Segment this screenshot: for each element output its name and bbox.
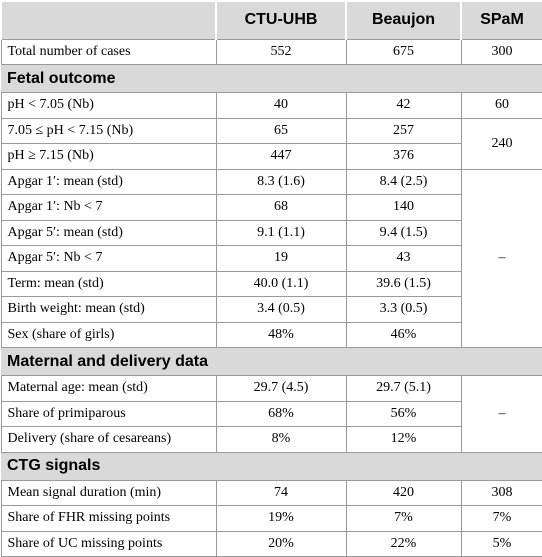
data-row: Apgar 5′: mean (std) 9.1 (1.1) 9.4 (1.5) xyxy=(0,219,542,246)
header-row: CTU-UHB Beaujon SPaM xyxy=(0,0,542,40)
row-label: pH < 7.05 (Nb) xyxy=(0,92,217,119)
data-row: Share of UC missing points 20% 22% 5% xyxy=(0,530,542,557)
cell-value: 7% xyxy=(345,505,462,532)
column-header: CTU-UHB xyxy=(215,0,347,40)
cell-value: – xyxy=(460,168,542,348)
data-row: Sex (share of girls) 48% 46% xyxy=(0,321,542,348)
cell-value: 675 xyxy=(345,38,462,65)
section-title: Maternal and delivery data xyxy=(1,347,542,376)
cell-value: 9.1 (1.1) xyxy=(215,219,347,246)
row-label: Apgar 1′: Nb < 7 xyxy=(0,194,217,221)
cell-value: 19% xyxy=(215,505,347,532)
cell-value: 9.4 (1.5) xyxy=(345,219,462,246)
data-row: Apgar 1′: mean (std) 8.3 (1.6) 8.4 (2.5) – xyxy=(0,168,542,348)
cell-value: 376 xyxy=(345,143,462,170)
cell-value: 68% xyxy=(215,400,347,427)
row-label: 7.05 ≤ pH < 7.15 (Nb) xyxy=(0,117,217,144)
data-row: Total number of cases 552 675 300 xyxy=(0,38,542,65)
row-label: Apgar 5′: mean (std) xyxy=(0,219,217,246)
cell-value: 300 xyxy=(460,38,542,65)
row-label: Sex (share of girls) xyxy=(0,321,217,348)
cell-value: 257 xyxy=(345,117,462,144)
cell-value: 48% xyxy=(215,321,347,348)
data-row: Mean signal duration (min) 74 420 308 xyxy=(0,479,542,506)
cell-value: 22% xyxy=(345,530,462,557)
cell-value: 3.3 (0.5) xyxy=(345,296,462,323)
cell-value: 43 xyxy=(345,245,462,272)
cell-value: 42 xyxy=(345,92,462,119)
cell-value: 40.0 (1.1) xyxy=(215,270,347,297)
data-row: Term: mean (std) 40.0 (1.1) 39.6 (1.5) xyxy=(0,270,542,297)
section-title: Fetal outcome xyxy=(1,64,542,93)
data-row: pH ≥ 7.15 (Nb) 447 376 xyxy=(0,143,542,170)
table-body: Total number of cases 552 675 300 Fetal outc… xyxy=(0,38,542,557)
cell-value: 140 xyxy=(345,194,462,221)
section-row: Fetal outcome xyxy=(1,64,542,93)
row-label: Share of primiparous xyxy=(0,400,217,427)
cell-value: 8.4 (2.5) xyxy=(345,168,462,195)
cell-value: – xyxy=(460,375,542,453)
row-label: Apgar 1′: mean (std) xyxy=(0,168,217,195)
data-row: Apgar 1′: Nb < 7 68 140 xyxy=(0,194,542,221)
column-header: Beaujon xyxy=(345,0,462,40)
data-row: Maternal age: mean (std) 29.7 (4.5) 29.7 (… xyxy=(0,375,542,453)
cell-value: 420 xyxy=(345,479,462,506)
cell-value: 8.3 (1.6) xyxy=(215,168,347,195)
cell-value: 552 xyxy=(215,38,347,65)
table-header: CTU-UHB Beaujon SPaM xyxy=(0,0,542,40)
cell-value: 308 xyxy=(460,479,542,506)
row-label: Share of FHR missing points xyxy=(0,505,217,532)
row-label: Birth weight: mean (std) xyxy=(0,296,217,323)
cell-value: 8% xyxy=(215,426,347,453)
row-label: Maternal age: mean (std) xyxy=(0,375,217,402)
cell-value: 56% xyxy=(345,400,462,427)
section-row: Maternal and delivery data xyxy=(1,347,542,376)
cell-value: 46% xyxy=(345,321,462,348)
section-title: CTG signals xyxy=(1,451,542,481)
data-row: pH < 7.05 (Nb) 40 42 60 xyxy=(0,92,542,119)
row-label: Mean signal duration (min) xyxy=(0,479,217,506)
cell-value: 3.4 (0.5) xyxy=(215,296,347,323)
row-label: pH ≥ 7.15 (Nb) xyxy=(0,143,217,170)
cell-value: 5% xyxy=(460,530,542,557)
section-row: CTG signals xyxy=(1,451,542,481)
data-row: Share of primiparous 68% 56% xyxy=(0,400,542,427)
corner-cell xyxy=(0,0,217,40)
cell-value: 65 xyxy=(215,117,347,144)
data-row: Apgar 5′: Nb < 7 19 43 xyxy=(0,245,542,272)
row-label: Share of UC missing points xyxy=(0,530,217,557)
cell-value: 19 xyxy=(215,245,347,272)
cell-value: 447 xyxy=(215,143,347,170)
column-header: SPaM xyxy=(460,0,542,40)
data-row: Delivery (share of cesareans) 8% 12% xyxy=(0,426,542,453)
row-label: Apgar 5′: Nb < 7 xyxy=(0,245,217,272)
data-row: Birth weight: mean (std) 3.4 (0.5) 3.3 (0.… xyxy=(0,296,542,323)
cell-value: 74 xyxy=(215,479,347,506)
cell-value: 29.7 (4.5) xyxy=(215,375,347,402)
cell-value: 7% xyxy=(460,505,542,532)
cell-value: 40 xyxy=(215,92,347,119)
cell-value: 20% xyxy=(215,530,347,557)
row-label: Total number of cases xyxy=(0,38,217,65)
data-row: 7.05 ≤ pH < 7.15 (Nb) 65 257 240 xyxy=(0,117,542,170)
row-label: Delivery (share of cesareans) xyxy=(0,426,217,453)
cell-value: 39.6 (1.5) xyxy=(345,270,462,297)
cell-value: 12% xyxy=(345,426,462,453)
data-row: Share of FHR missing points 19% 7% 7% xyxy=(0,505,542,532)
cell-value: 240 xyxy=(460,117,542,170)
cell-value: 29.7 (5.1) xyxy=(345,375,462,402)
row-label: Term: mean (std) xyxy=(0,270,217,297)
cell-value: 68 xyxy=(215,194,347,221)
cell-value: 60 xyxy=(460,92,542,119)
